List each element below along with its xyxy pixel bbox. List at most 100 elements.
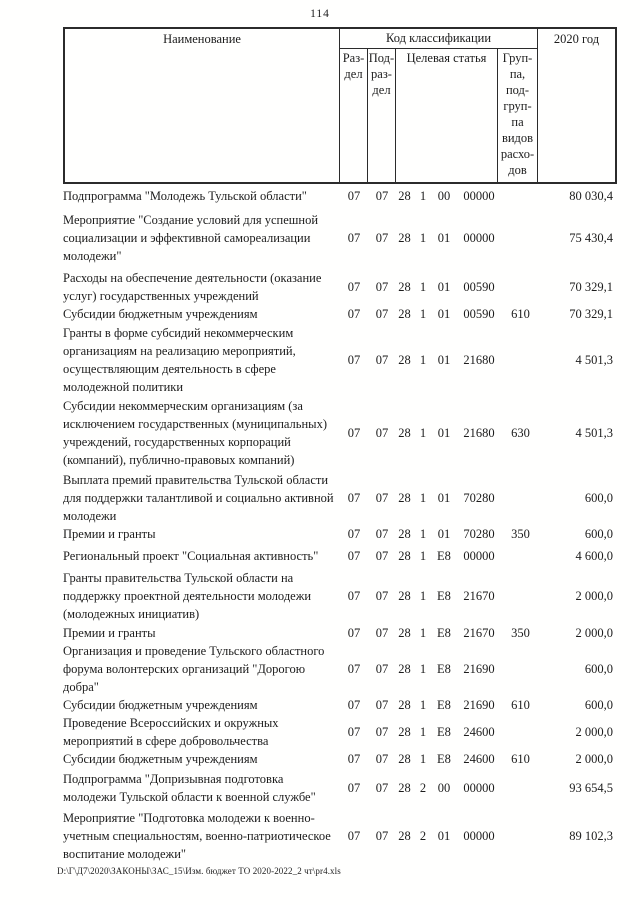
row-cs-subprogram: 2 — [419, 781, 427, 795]
row-name: Субсидии некоммерческим организациям (за… — [63, 399, 327, 467]
row-celevaya-statya: 28 2 01 00000 — [396, 827, 498, 845]
row-razdel: 07 — [347, 829, 361, 843]
row-razdel: 07 — [347, 527, 361, 541]
row-cs-program: 28 — [398, 527, 411, 541]
row-razdel: 07 — [347, 491, 361, 505]
row-name: Гранты в форме субсидий некоммерческим о… — [63, 326, 296, 394]
row-cs-direction: E8 — [437, 752, 451, 766]
row-vid-raskhodov: 610 — [511, 698, 530, 712]
document-file-path: D:\Г\Д7\2020\ЗАКОНЫ\ЗАС_15\Изм. бюджет Т… — [57, 866, 341, 876]
row-amount-2020: 4 501,3 — [575, 426, 614, 440]
row-amount-2020: 70 329,1 — [569, 307, 613, 321]
row-cs-subprogram: 1 — [419, 307, 427, 321]
row-vid-raskhodov: 610 — [511, 752, 530, 766]
row-razdel: 07 — [347, 549, 361, 563]
row-cs-direction: 00 — [437, 781, 451, 795]
row-cs-direction: 01 — [437, 829, 451, 843]
row-podrazdel: 07 — [375, 626, 389, 640]
row-cs-direction: E8 — [437, 662, 451, 676]
header-razdel: Раз- дел — [340, 49, 368, 182]
row-cs-program: 28 — [398, 280, 411, 294]
table-row: Субсидии некоммерческим организациям (за… — [63, 397, 617, 469]
row-cs-program: 28 — [398, 491, 411, 505]
row-cs-subprogram: 2 — [419, 829, 427, 843]
table-row: Субсидии бюджетным учреждениям 07 07 28 1… — [63, 750, 617, 768]
header-year-2020: 2020 год — [537, 29, 615, 182]
row-podrazdel: 07 — [375, 725, 389, 739]
row-podrazdel: 07 — [375, 781, 389, 795]
row-cs-program: 28 — [398, 829, 411, 843]
row-cs-subprogram: 1 — [419, 353, 427, 367]
row-podrazdel: 07 — [375, 829, 389, 843]
header-code-subcolumns: Раз- дел Под- раз- дел Целевая статья Гр… — [340, 49, 537, 182]
row-celevaya-statya: 28 1 E8 21670 — [396, 624, 498, 642]
row-cs-subprogram: 1 — [419, 752, 427, 766]
row-amount-2020: 2 000,0 — [575, 589, 614, 603]
row-cs-program: 28 — [398, 781, 411, 795]
row-cs-program: 28 — [398, 426, 411, 440]
row-cs-subprogram: 1 — [419, 189, 427, 203]
row-celevaya-statya: 28 1 01 21680 — [396, 424, 498, 442]
row-name: Премии и гранты — [63, 527, 156, 541]
row-cs-subprogram: 1 — [419, 280, 427, 294]
row-name: Мероприятие "Создание условий для успешн… — [63, 213, 319, 263]
row-celevaya-statya: 28 1 01 70280 — [396, 525, 498, 543]
table-header: Наименование Код классификации Раз- дел … — [63, 27, 617, 184]
row-celevaya-statya: 28 1 00 00000 — [396, 187, 498, 205]
row-cs-program: 28 — [398, 662, 411, 676]
row-celevaya-statya: 28 1 E8 21690 — [396, 696, 498, 714]
row-cs-direction: E8 — [437, 725, 451, 739]
row-amount-2020: 2 000,0 — [575, 725, 614, 739]
row-vid-raskhodov: 630 — [511, 426, 530, 440]
row-cs-program: 28 — [398, 231, 411, 245]
row-name: Премии и гранты — [63, 626, 156, 640]
row-razdel: 07 — [347, 781, 361, 795]
table-row: Организация и проведение Тульского облас… — [63, 642, 617, 696]
row-razdel: 07 — [347, 698, 361, 712]
row-name: Субсидии бюджетным учреждениям — [63, 752, 258, 766]
row-celevaya-statya: 28 1 01 00590 — [396, 278, 498, 296]
row-amount-2020: 2 000,0 — [575, 626, 614, 640]
row-amount-2020: 70 329,1 — [569, 280, 613, 294]
row-razdel: 07 — [347, 626, 361, 640]
row-podrazdel: 07 — [375, 662, 389, 676]
row-amount-2020: 600,0 — [584, 698, 613, 712]
row-name: Гранты правительства Тульской области на… — [63, 571, 312, 621]
table-row: Расходы на обеспечение деятельности (ока… — [63, 269, 617, 305]
row-celevaya-statya: 28 1 E8 24600 — [396, 723, 498, 741]
row-razdel: 07 — [347, 189, 361, 203]
row-name: Проведение Всероссийских и окружных меро… — [63, 716, 279, 748]
row-cs-direction: 01 — [437, 307, 451, 321]
row-cs-item: 70280 — [463, 491, 495, 505]
row-podrazdel: 07 — [375, 307, 389, 321]
table-body: Подпрограмма "Молодежь Тульской области"… — [63, 187, 617, 863]
row-cs-program: 28 — [398, 725, 411, 739]
header-podrazdel: Под- раз- дел — [368, 49, 396, 182]
row-name: Субсидии бюджетным учреждениям — [63, 307, 258, 321]
row-cs-subprogram: 1 — [419, 725, 427, 739]
row-cs-program: 28 — [398, 752, 411, 766]
row-name: Расходы на обеспечение деятельности (ока… — [63, 271, 322, 303]
row-cs-subprogram: 1 — [419, 491, 427, 505]
row-razdel: 07 — [347, 426, 361, 440]
row-cs-item: 21690 — [463, 662, 495, 676]
row-celevaya-statya: 28 1 E8 24600 — [396, 750, 498, 768]
row-razdel: 07 — [347, 307, 361, 321]
page-number: 114 — [310, 8, 330, 20]
row-amount-2020: 2 000,0 — [575, 752, 614, 766]
row-cs-subprogram: 1 — [419, 626, 427, 640]
row-cs-direction: E8 — [437, 589, 451, 603]
table-row: Выплата премий правительства Тульской об… — [63, 471, 617, 525]
row-cs-program: 28 — [398, 307, 411, 321]
row-cs-program: 28 — [398, 626, 411, 640]
row-name: Подпрограмма "Допризывная подготовка мол… — [63, 772, 316, 804]
row-cs-item: 70280 — [463, 527, 495, 541]
row-podrazdel: 07 — [375, 698, 389, 712]
table-row: Премии и гранты 07 07 28 1 01 70280 350 600… — [63, 525, 617, 543]
row-celevaya-statya: 28 2 00 00000 — [396, 779, 498, 797]
row-cs-item: 24600 — [463, 752, 495, 766]
row-name: Региональный проект "Социальная активнос… — [63, 549, 319, 563]
row-podrazdel: 07 — [375, 280, 389, 294]
header-code-group: Код классификации Раз- дел Под- раз- дел… — [340, 29, 537, 182]
row-cs-item: 21670 — [463, 589, 495, 603]
